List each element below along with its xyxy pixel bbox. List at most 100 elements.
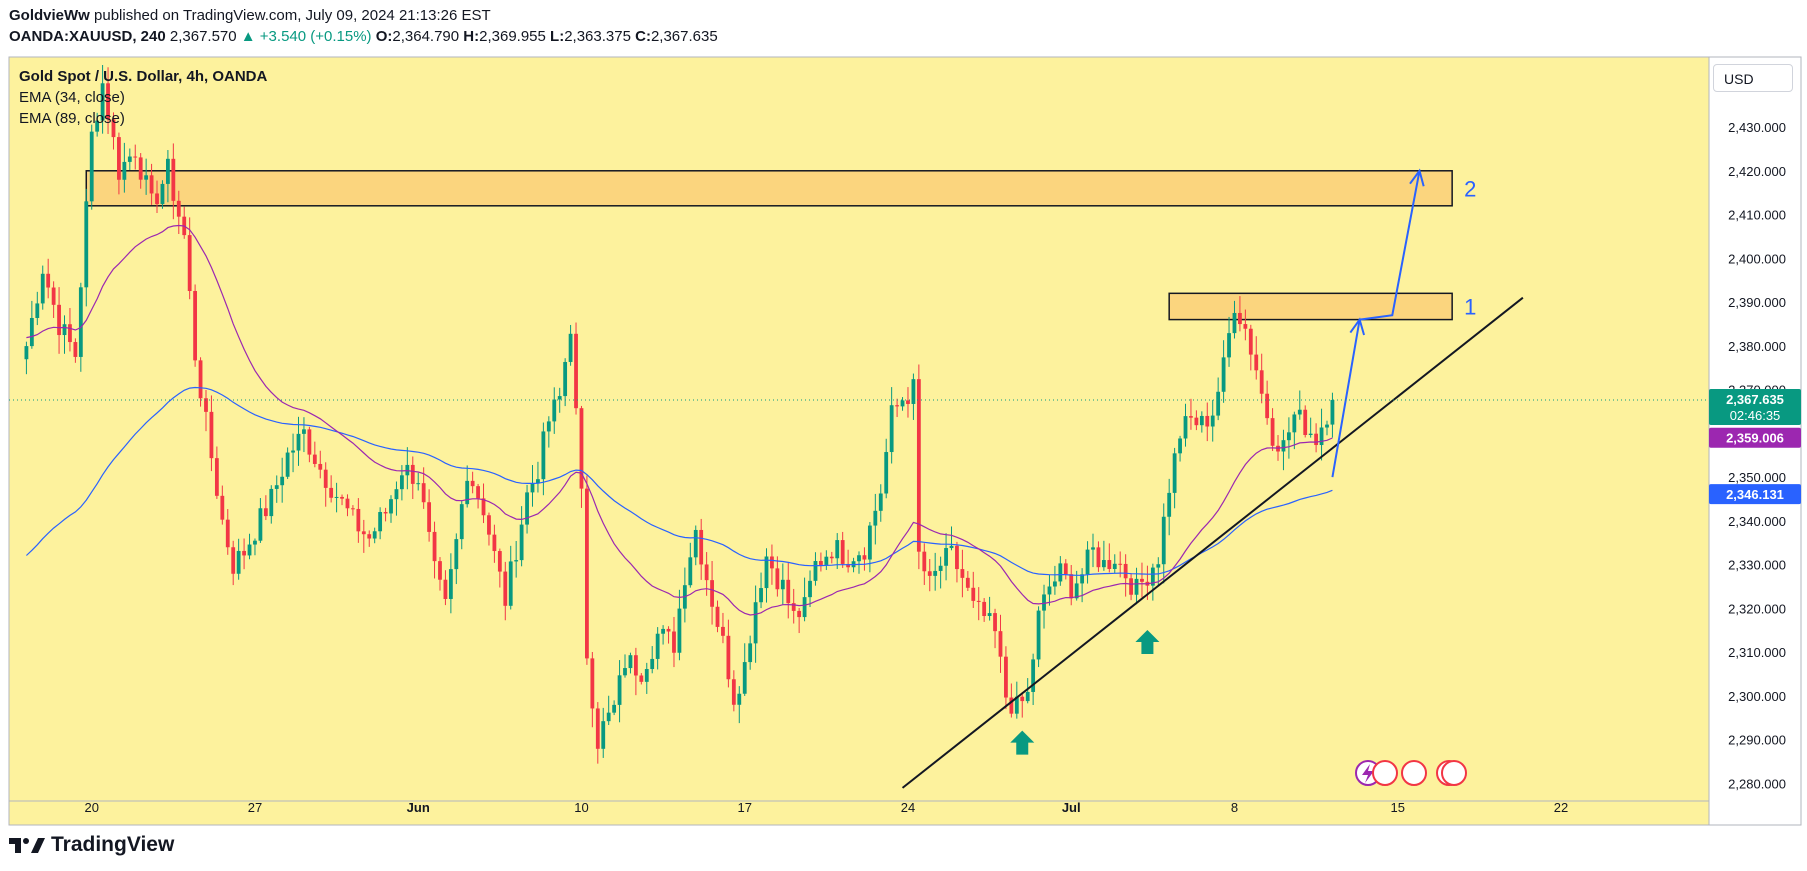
candle[interactable]	[721, 612, 725, 644]
candle[interactable]	[40, 265, 45, 310]
candle[interactable]	[1194, 410, 1199, 431]
candle[interactable]	[193, 284, 198, 367]
candle[interactable]	[862, 547, 867, 571]
candle[interactable]	[1265, 380, 1270, 425]
candle[interactable]	[764, 548, 769, 603]
candle[interactable]	[351, 505, 355, 516]
candle[interactable]	[965, 571, 970, 591]
candle[interactable]	[1325, 420, 1329, 436]
candle[interactable]	[1238, 296, 1242, 332]
candle[interactable]	[906, 387, 910, 418]
candle[interactable]	[1080, 568, 1085, 603]
candle[interactable]	[884, 438, 889, 499]
candle[interactable]	[1150, 563, 1155, 601]
candle[interactable]	[791, 588, 796, 624]
candle[interactable]	[165, 150, 170, 203]
candle[interactable]	[236, 538, 241, 580]
candle[interactable]	[797, 607, 802, 634]
candle[interactable]	[1178, 435, 1182, 462]
candle[interactable]	[1303, 405, 1308, 438]
candle[interactable]	[1227, 316, 1231, 367]
event-us-flag-icon[interactable]	[1441, 760, 1467, 786]
candle[interactable]	[1189, 398, 1193, 430]
candle[interactable]	[149, 163, 154, 205]
candle[interactable]	[1259, 353, 1264, 404]
candle[interactable]	[1172, 447, 1177, 509]
candle[interactable]	[1297, 390, 1302, 420]
candle[interactable]	[677, 589, 682, 661]
candle[interactable]	[345, 494, 350, 517]
candle[interactable]	[454, 533, 459, 585]
candle[interactable]	[927, 559, 932, 592]
candle[interactable]	[563, 358, 568, 407]
economic-events[interactable]	[1355, 760, 1467, 786]
candle[interactable]	[1020, 692, 1025, 718]
candle[interactable]	[138, 153, 143, 189]
candle[interactable]	[432, 521, 437, 579]
candle[interactable]	[514, 541, 519, 578]
candle[interactable]	[1047, 574, 1052, 606]
ema-34-line[interactable]	[26, 224, 1333, 616]
candle[interactable]	[574, 322, 578, 415]
candle[interactable]	[775, 556, 780, 597]
candle[interactable]	[726, 619, 731, 688]
candle[interactable]	[367, 530, 372, 547]
candle[interactable]	[737, 686, 742, 724]
author-name[interactable]: GoldvieWw	[9, 7, 90, 24]
candle[interactable]	[127, 148, 132, 170]
candle[interactable]	[1129, 573, 1133, 601]
candle[interactable]	[731, 670, 736, 712]
candle[interactable]	[1330, 392, 1335, 438]
event-us-flag-icon[interactable]	[1372, 760, 1398, 786]
candle[interactable]	[601, 707, 606, 758]
candle[interactable]	[503, 561, 508, 621]
candle[interactable]	[1243, 309, 1248, 341]
candle[interactable]	[655, 627, 660, 670]
candle[interactable]	[302, 417, 306, 453]
candle[interactable]	[519, 506, 524, 567]
candle[interactable]	[263, 495, 268, 521]
candle[interactable]	[1058, 556, 1063, 586]
candle[interactable]	[742, 643, 747, 696]
candle[interactable]	[73, 338, 78, 363]
candle[interactable]	[470, 471, 475, 494]
candle[interactable]	[628, 652, 633, 674]
candle[interactable]	[476, 483, 480, 509]
candle[interactable]	[231, 540, 236, 586]
currency-selector[interactable]: USD	[1713, 64, 1793, 92]
candle[interactable]	[1101, 540, 1106, 571]
candle[interactable]	[465, 465, 470, 508]
event-us-flag-icon[interactable]	[1401, 760, 1427, 786]
candle[interactable]	[982, 598, 987, 622]
candle[interactable]	[813, 552, 818, 586]
candle[interactable]	[68, 307, 72, 352]
candle[interactable]	[530, 465, 535, 507]
candle[interactable]	[492, 524, 497, 563]
candle[interactable]	[1140, 562, 1144, 598]
candle[interactable]	[389, 495, 393, 523]
candle[interactable]	[672, 616, 676, 668]
candle[interactable]	[693, 525, 698, 566]
candle[interactable]	[922, 543, 927, 585]
ema-89-line[interactable]	[25, 386, 1333, 576]
candle[interactable]	[133, 144, 138, 170]
candle[interactable]	[176, 190, 181, 234]
candle[interactable]	[378, 507, 383, 540]
candle[interactable]	[1216, 377, 1221, 421]
candle[interactable]	[1091, 533, 1095, 568]
candle[interactable]	[579, 405, 584, 508]
candle[interactable]	[639, 673, 644, 685]
candle[interactable]	[247, 533, 252, 560]
candle[interactable]	[443, 570, 448, 606]
candle[interactable]	[383, 507, 388, 522]
candle[interactable]	[1031, 653, 1036, 706]
candle[interactable]	[155, 180, 159, 214]
candle[interactable]	[606, 695, 611, 725]
candle[interactable]	[889, 387, 894, 464]
candle[interactable]	[1183, 403, 1188, 447]
candle[interactable]	[1052, 565, 1057, 595]
candle[interactable]	[106, 67, 110, 134]
candle[interactable]	[29, 300, 34, 349]
candle[interactable]	[617, 660, 622, 723]
candle[interactable]	[1096, 541, 1101, 572]
